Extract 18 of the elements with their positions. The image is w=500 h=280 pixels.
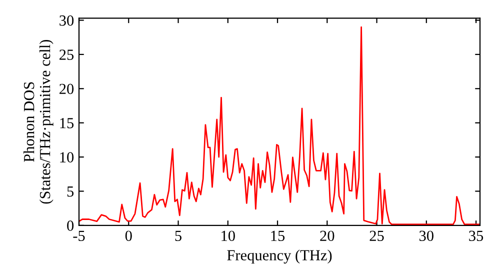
x-tick-label: 0	[125, 230, 132, 242]
y-tick-label: 30	[60, 15, 74, 26]
x-tick-label: 30	[419, 230, 434, 242]
y-tick-label: 15	[60, 118, 74, 128]
y-axis-title: Phonon DOS (States/THz·primitive cell)	[23, 40, 54, 204]
x-tick-label: 35	[469, 230, 484, 242]
x-tick-label: 5	[175, 230, 182, 242]
x-tick-label: 20	[320, 230, 334, 242]
y-tick-label: 10	[60, 152, 74, 162]
x-tick-label: 25	[370, 230, 384, 242]
x-axis-title: Frequency (THz)	[227, 250, 332, 264]
y-tick-label: 5	[67, 186, 74, 197]
y-tick-label: 20	[60, 84, 74, 94]
x-tick-label: 15	[271, 230, 285, 242]
x-tick-label: 10	[222, 230, 235, 242]
y-tick-label: 0	[67, 220, 74, 231]
y-tick-label: 25	[60, 50, 74, 60]
x-tick-label: -5	[73, 230, 85, 242]
